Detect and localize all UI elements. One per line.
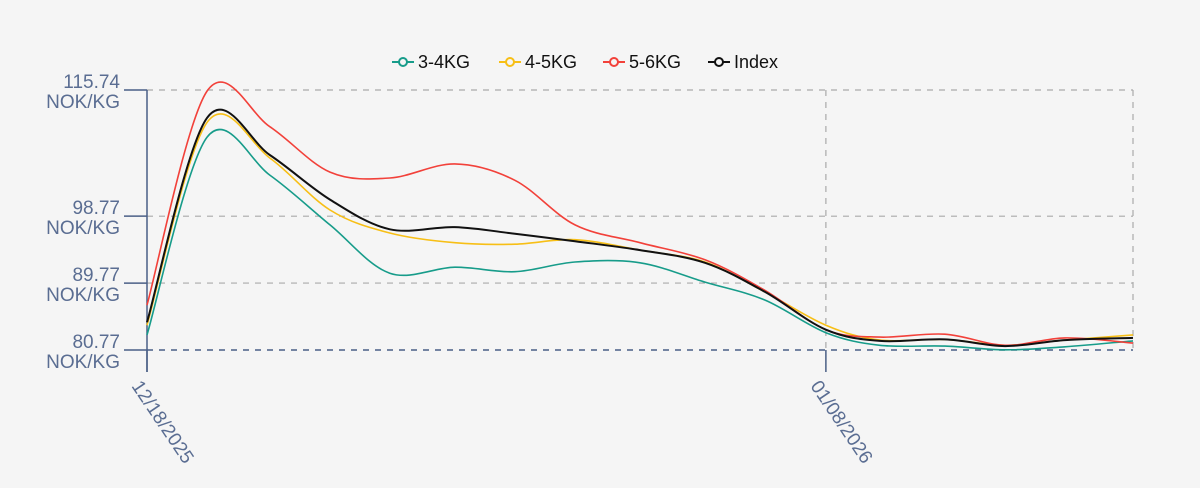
legend: 3-4KG 4-5KG 5-6KG Index	[392, 52, 778, 72]
legend-marker-icon	[505, 57, 515, 67]
legend-label: 4-5KG	[525, 52, 577, 72]
axes: 115.74NOK/KG98.77NOK/KG89.77NOK/KG80.77N…	[46, 72, 876, 468]
y-tick-unit: NOK/KG	[46, 285, 120, 306]
legend-item-5-6kg[interactable]: 5-6KG	[603, 52, 681, 72]
x-tick-label: 01/08/2026	[806, 377, 877, 468]
series-line-index	[146, 108, 1134, 348]
legend-marker-icon	[609, 57, 619, 67]
series-lines	[146, 81, 1134, 351]
legend-item-3-4kg[interactable]: 3-4KG	[392, 52, 470, 72]
y-tick-label: 98.77	[72, 198, 120, 219]
series-line-5-6kg	[146, 81, 1134, 347]
legend-label: Index	[734, 52, 778, 72]
y-tick-label: 115.74	[63, 72, 120, 93]
y-tick-label: 80.77	[72, 332, 120, 353]
legend-item-4-5kg[interactable]: 4-5KG	[499, 52, 577, 72]
y-tick-unit: NOK/KG	[46, 218, 120, 239]
x-tick-label: 12/18/2025	[127, 377, 198, 468]
series-line-3-4kg	[146, 128, 1134, 351]
y-tick-unit: NOK/KG	[46, 352, 120, 373]
legend-label: 5-6KG	[629, 52, 681, 72]
legend-label: 3-4KG	[418, 52, 470, 72]
y-tick-unit: NOK/KG	[46, 92, 120, 113]
legend-marker-icon	[714, 57, 724, 67]
legend-marker-icon	[398, 57, 408, 67]
grid	[147, 89, 1134, 351]
y-tick-label: 89.77	[72, 265, 120, 286]
series-line-4-5kg	[146, 113, 1134, 347]
legend-item-index[interactable]: Index	[708, 52, 778, 72]
